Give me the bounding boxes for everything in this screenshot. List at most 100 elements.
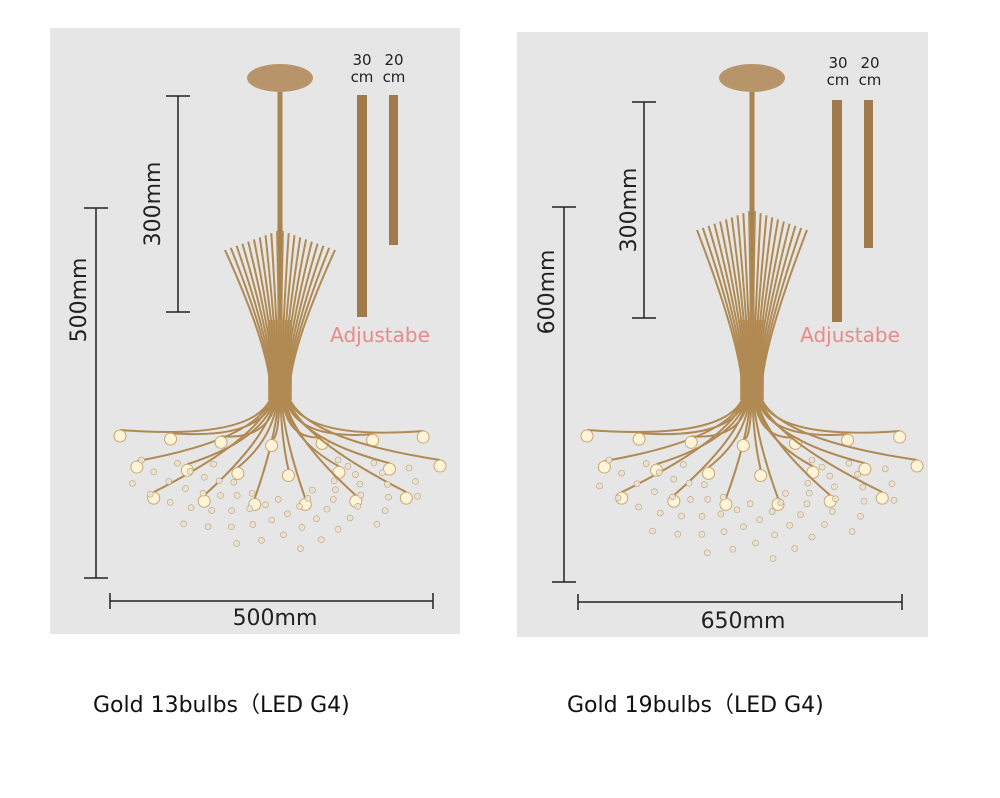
chandelier-part <box>808 456 816 464</box>
chandelier-part <box>285 243 390 465</box>
adjustable-label: Adjustabe <box>330 323 430 347</box>
chandelier-part <box>296 503 303 510</box>
chandelier-part <box>771 531 778 539</box>
chandelier-part <box>405 464 413 472</box>
chandelier-part <box>150 468 158 476</box>
chandelier-part <box>385 493 392 501</box>
chandelier-part <box>203 239 277 497</box>
chandelier-part <box>399 491 413 505</box>
height: 600mm <box>535 250 560 335</box>
height: 500mm <box>67 258 92 343</box>
chandelier-part <box>596 482 603 490</box>
chandelier <box>113 64 924 562</box>
width: 500mm <box>233 606 318 631</box>
chandelier-part <box>845 459 853 467</box>
chandelier-part <box>284 241 373 436</box>
chandelier-part <box>346 514 354 522</box>
chandelier-part <box>758 225 883 494</box>
chandelier-part <box>605 456 613 464</box>
chandelier-part <box>210 460 217 468</box>
chandelier-part <box>621 225 746 494</box>
chandelier-part <box>707 215 751 469</box>
caption: Gold 13bulbs（LED G4) <box>93 693 350 718</box>
chandelier-part <box>674 530 682 538</box>
chandelier-part <box>262 501 269 509</box>
chandelier-part <box>759 227 900 434</box>
chandelier-part <box>356 480 364 488</box>
chandelier-part <box>670 475 678 483</box>
chandelier-part <box>719 64 785 92</box>
chandelier-part <box>687 496 694 503</box>
chandelier-part <box>832 495 839 503</box>
rod-length: 20 <box>384 51 403 69</box>
rod-height: 300mm <box>141 162 166 247</box>
chandelier-part <box>323 505 331 513</box>
chandelier-part <box>642 460 650 467</box>
chandelier-part <box>412 478 419 485</box>
chandelier-part <box>204 523 212 531</box>
chandelier-part <box>233 540 240 547</box>
chandelier-part <box>334 526 342 533</box>
chandelier-part <box>231 466 245 480</box>
chandelier-part <box>831 483 838 491</box>
chandelier-part <box>382 462 396 476</box>
chandelier-part <box>384 481 391 488</box>
chandelier-part <box>138 456 145 464</box>
chandelier-part <box>797 511 804 518</box>
chandelier-part <box>704 496 712 503</box>
chandelier-part <box>318 536 325 544</box>
chandelier-part <box>313 515 320 523</box>
chandelier-part <box>208 507 216 514</box>
rod-height: 300mm <box>617 168 642 253</box>
chandelier-part <box>848 528 856 535</box>
chandelier-part <box>808 533 816 541</box>
adjustable-label: Adjustabe <box>800 323 900 347</box>
chandelier-part <box>279 231 290 470</box>
chandelier-part <box>656 221 748 466</box>
chandelier-part <box>433 459 447 473</box>
width: 650mm <box>701 609 786 634</box>
chandelier-part <box>698 513 706 520</box>
chandelier-part <box>215 477 223 485</box>
chandelier-part <box>757 223 866 465</box>
chandelier-part <box>199 489 207 497</box>
chandelier-part <box>649 527 656 535</box>
chandelier-part <box>258 536 265 544</box>
chandelier-part <box>818 463 826 471</box>
chandelier-part <box>719 493 727 501</box>
chandelier-part <box>283 239 357 497</box>
chandelier-part <box>220 237 278 438</box>
chandelier-part <box>633 480 641 488</box>
chandelier-part <box>200 473 208 481</box>
chandelier-part <box>746 500 754 508</box>
chandelier-part <box>729 545 737 553</box>
chandelier-part <box>352 471 359 478</box>
chandelier-part <box>828 508 836 515</box>
chandelier-part <box>875 491 889 505</box>
chandelier-part <box>248 490 256 497</box>
chandelier-part <box>720 528 728 535</box>
chandelier-part <box>614 494 622 502</box>
chandelier-part <box>685 479 693 487</box>
chandelier-part <box>733 506 741 514</box>
chandelier-part <box>580 429 594 443</box>
chandelier-part <box>180 520 187 528</box>
chandelier-part <box>187 241 276 466</box>
chandelier-part <box>286 245 407 493</box>
chandelier-part <box>821 521 828 528</box>
chandelier-part <box>782 490 789 497</box>
chandelier-part <box>639 223 747 436</box>
chandelier-part <box>268 516 276 524</box>
chandelier-part <box>329 496 337 503</box>
chandelier-part <box>416 430 430 444</box>
chandelier-part <box>754 468 768 482</box>
chandelier-part <box>691 217 750 438</box>
chandelier-part <box>752 539 759 547</box>
chandelier-part <box>669 493 676 501</box>
chandelier-part <box>280 531 287 539</box>
rod-unit: cm <box>827 71 850 89</box>
rod-length: 30 <box>352 51 371 69</box>
chandelier-part <box>740 523 747 530</box>
chandelier-part <box>806 489 813 497</box>
rod-unit: cm <box>383 68 406 86</box>
